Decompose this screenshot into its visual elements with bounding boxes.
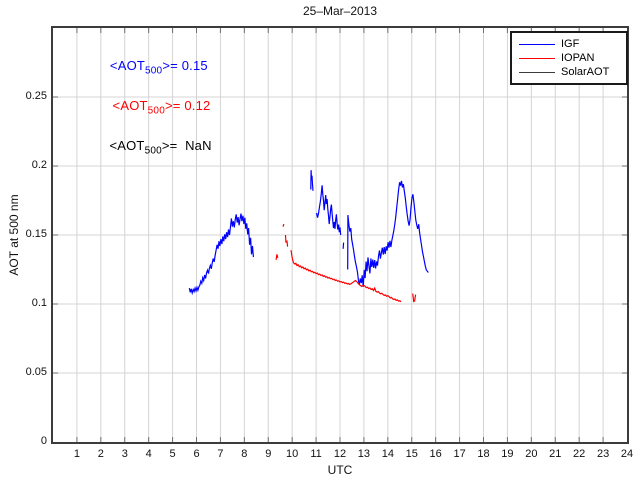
x-tick-label: 22 [573,448,586,460]
mean-aot-annotation: <AOT500>= NaN [109,138,212,157]
x-tick-label: 15 [405,448,418,460]
legend-entry-iopan: IOPAN [512,51,626,65]
x-tick-label: 12 [333,448,347,460]
y-tick-label: 0.25 [25,90,47,102]
x-axis-label: UTC [327,463,353,477]
y-tick-label: 0.2 [31,159,47,171]
x-tick-label: 21 [549,448,562,460]
legend-line-sample-solaraot [519,71,555,73]
y-tick-label: 0 [40,435,47,447]
x-tick-label: 24 [620,448,634,460]
data-series-igf [316,185,342,236]
x-tick-label: 10 [286,448,299,460]
x-tick-label: 18 [477,448,490,460]
data-series-iopan [412,293,417,303]
legend-entry-solaraot: SolarAOT [512,65,626,79]
mean-aot-annotation: <AOT500>= 0.12 [112,97,211,117]
legend-entry-igf: IGF [512,37,626,51]
y-tick-label: 0.1 [31,297,47,309]
x-tick-label: 20 [525,448,538,460]
x-tick-label: 14 [381,448,394,460]
plot-area: <AOT500>= 0.15 <AOT500>= 0.12 <AOT500>= Na… [51,26,629,444]
chart-title: 25–Mar–2013 [302,4,378,18]
x-tick-label: 16 [429,448,442,460]
x-tick-label: 5 [169,448,176,460]
data-series-iopan [282,223,285,227]
x-tick-label: 17 [453,448,466,460]
data-series-iopan [275,254,279,260]
x-tick-label: 23 [596,448,610,460]
annotations-layer: <AOT500>= 0.15 <AOT500>= 0.12 <AOT500>= Na… [53,28,627,442]
x-tick-label: 1 [73,448,80,460]
x-tick-label: 13 [357,448,371,460]
x-tick-label: 9 [265,448,272,460]
y-tick-label: 0.15 [25,228,47,240]
legend: IGF IOPAN SolarAOT [510,31,628,85]
x-tick-label: 4 [145,448,152,460]
mean-aot-annotation: <AOT500>= 0.15 [109,57,208,77]
data-series-igf [188,213,254,296]
legend-label-iopan: IOPAN [561,52,595,64]
data-series-igf [342,242,345,249]
x-tick-label: 2 [97,448,104,460]
y-tick-label: 0.05 [25,366,47,378]
data-series-iopan [286,240,289,247]
data-series-iopan [290,250,402,303]
x-tick-label: 7 [217,448,224,460]
x-tick-label: 11 [310,448,322,460]
legend-line-sample-igf [519,43,555,45]
data-series-igf [310,170,314,191]
x-tick-label: 6 [193,448,200,460]
x-tick-label: 3 [121,448,128,460]
legend-line-sample-iopan [519,57,555,59]
legend-label-solaraot: SolarAOT [561,66,610,78]
data-series-igf [347,180,429,287]
plot-canvas [53,28,627,442]
x-tick-label: 19 [501,448,514,460]
x-tick-label: 8 [241,448,248,460]
legend-label-igf: IGF [561,38,580,50]
